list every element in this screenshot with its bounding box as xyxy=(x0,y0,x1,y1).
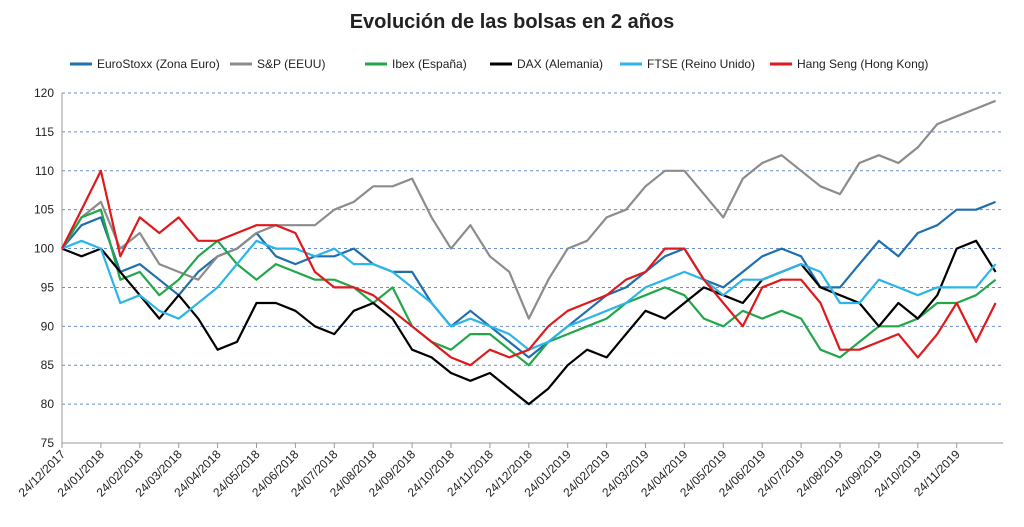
legend-label: EuroStoxx (Zona Euro) xyxy=(97,57,220,71)
chart-title: Evolución de las bolsas en 2 años xyxy=(350,11,675,33)
legend-label: Hang Seng (Hong Kong) xyxy=(797,57,928,71)
y-tick-label: 90 xyxy=(41,319,55,333)
series-line xyxy=(61,239,997,351)
y-tick-label: 80 xyxy=(41,397,55,411)
y-tick-label: 120 xyxy=(34,86,54,100)
series-line xyxy=(61,239,997,406)
series-line xyxy=(61,200,997,359)
legend-label: FTSE (Reino Unido) xyxy=(647,57,755,71)
y-tick-label: 95 xyxy=(41,280,55,294)
y-tick-label: 100 xyxy=(34,242,54,256)
legend-label: Ibex (España) xyxy=(392,57,467,71)
y-tick-label: 75 xyxy=(41,436,55,450)
y-tick-label: 115 xyxy=(35,125,54,139)
legend-label: DAX (Alemania) xyxy=(517,57,603,71)
y-tick-label: 105 xyxy=(34,203,54,217)
y-tick-label: 85 xyxy=(41,358,55,372)
series-line xyxy=(61,169,997,367)
series-line xyxy=(61,99,997,320)
y-tick-label: 110 xyxy=(35,164,54,178)
legend-label: S&P (EEUU) xyxy=(257,57,325,71)
